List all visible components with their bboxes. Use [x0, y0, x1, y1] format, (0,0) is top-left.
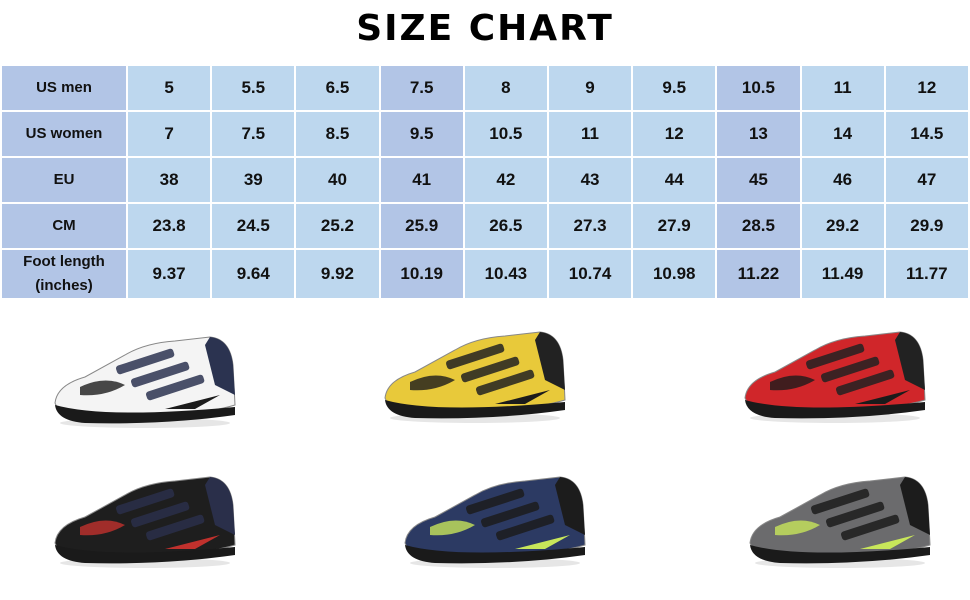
size-cell: 9	[546, 64, 634, 112]
row-label: Foot length (inches)	[0, 248, 128, 300]
page-title: SIZE CHART	[356, 8, 614, 49]
size-cell: 5	[125, 64, 213, 112]
size-cell: 10.74	[546, 248, 634, 300]
size-cell: 42	[462, 156, 549, 204]
size-cell: 46	[799, 156, 886, 204]
shoe-image-black	[45, 465, 245, 575]
size-cell: 27.9	[631, 202, 718, 250]
size-cell: 41	[378, 156, 465, 204]
size-cell: 10.5	[462, 110, 549, 158]
shoe-image-navy	[395, 465, 595, 575]
size-row: CM 23.8 24.5 25.2 25.9 26.5 27.3 27.9 28.5 29.2 29…	[0, 202, 970, 250]
size-cell: 25.2	[294, 202, 381, 250]
size-cell: 10.19	[378, 248, 465, 300]
row-label: CM	[0, 202, 128, 250]
shoe-image-yellow	[375, 320, 575, 430]
size-cell: 14.5	[883, 110, 970, 158]
size-cell: 8.5	[294, 110, 381, 158]
size-cell: 29.9	[883, 202, 970, 250]
size-cell: 10.98	[631, 248, 718, 300]
size-cell: 23.8	[125, 202, 213, 250]
size-cell: 25.9	[378, 202, 465, 250]
size-cell: 27.3	[546, 202, 634, 250]
size-cell: 38	[125, 156, 213, 204]
shoe-image-white	[45, 325, 245, 435]
shoe-image-red	[735, 320, 935, 430]
size-row: EU 38 39 40 41 42 43 44 45 46 47	[0, 156, 970, 204]
size-cell: 47	[883, 156, 970, 204]
size-cell: 6.5	[294, 64, 381, 112]
size-table: US men 5 5.5 6.5 7.5 8 9 9.5 10.5 11 12 US women 7 7.…	[0, 64, 970, 300]
size-cell: 7	[125, 110, 213, 158]
size-cell: 11	[799, 64, 886, 112]
row-label: EU	[0, 156, 128, 204]
size-cell: 11	[546, 110, 634, 158]
size-cell: 13	[715, 110, 802, 158]
size-cell: 7.5	[378, 64, 465, 112]
size-cell: 44	[631, 156, 718, 204]
size-cell: 39	[210, 156, 297, 204]
size-cell: 7.5	[210, 110, 297, 158]
size-cell: 9.92	[294, 248, 381, 300]
size-row: Foot length (inches) 9.37 9.64 9.92 10.19 10.…	[0, 248, 970, 300]
shoe-image-gray	[740, 465, 940, 575]
row-label: US women	[0, 110, 128, 158]
size-cell: 10.43	[462, 248, 549, 300]
size-cell: 29.2	[799, 202, 886, 250]
size-cell: 24.5	[210, 202, 297, 250]
size-cell: 14	[799, 110, 886, 158]
size-row: US men 5 5.5 6.5 7.5 8 9 9.5 10.5 11 12	[0, 64, 970, 112]
size-cell: 5.5	[210, 64, 297, 112]
size-cell: 11.49	[799, 248, 886, 300]
size-cell: 9.64	[210, 248, 297, 300]
size-cell: 9.5	[378, 110, 465, 158]
size-cell: 12	[631, 110, 718, 158]
size-cell: 26.5	[462, 202, 549, 250]
size-cell: 11.77	[883, 248, 970, 300]
size-cell: 12	[883, 64, 970, 112]
size-cell: 43	[546, 156, 634, 204]
size-cell: 10.5	[715, 64, 802, 112]
size-cell: 9.37	[125, 248, 213, 300]
size-cell: 40	[294, 156, 381, 204]
size-row: US women 7 7.5 8.5 9.5 10.5 11 12 13 14 14.5	[0, 110, 970, 158]
size-cell: 11.22	[715, 248, 802, 300]
size-cell: 8	[462, 64, 549, 112]
row-label: US men	[0, 64, 128, 112]
size-cell: 9.5	[631, 64, 718, 112]
size-cell: 28.5	[715, 202, 802, 250]
size-cell: 45	[715, 156, 802, 204]
